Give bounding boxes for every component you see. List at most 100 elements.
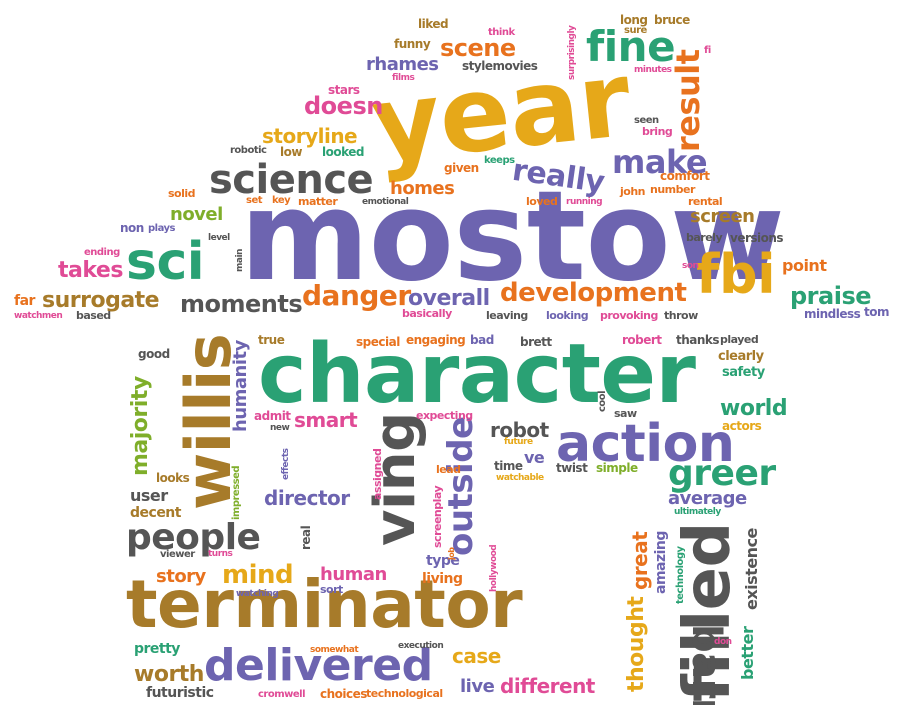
word-seen: seen [634,115,659,126]
word-saw: saw [614,407,637,420]
word-thanks: thanks [676,333,720,347]
word-provoking: provoking [600,309,658,322]
word-played: played [720,333,759,346]
word-safety: safety [722,365,765,380]
word-don: don [714,637,732,647]
word-lead: lead [436,463,461,476]
word-rhames: rhames [366,54,439,75]
word-outside: outside [441,416,481,556]
word-average: average [668,488,747,509]
word-level: level [208,233,230,243]
word-based: based [76,309,111,322]
word-son: son [682,261,699,271]
word-result: result [669,49,707,152]
word-matter: matter [298,195,338,208]
word-non: non [120,221,144,235]
word-simple: simple [596,461,638,475]
word-homes: homes [390,178,455,199]
word-better: better [738,626,757,680]
word-smart: smart [294,408,358,432]
word-different: different [500,674,595,698]
word-fbi: fbi [696,243,776,306]
word-great: great [628,531,652,590]
word-good: good [138,347,170,361]
word-versions: versions [730,231,784,245]
word-director: director [264,486,350,510]
word-think: think [488,27,515,38]
word-long: long [620,13,648,27]
word-brett: brett [520,335,552,349]
word-world: world [720,396,788,421]
word-screenplay: screenplay [431,485,444,548]
word-looking: looking [546,309,589,322]
word-choices: choices [320,687,367,701]
word-sure: sure [624,25,647,36]
word-rental: rental [688,195,723,208]
word-twist: twist [556,461,588,475]
word-type: type [426,553,460,569]
word-actors: actors [722,419,762,433]
word-emotional: emotional [362,197,409,207]
word-ending: ending [84,247,120,258]
word-loved: loved [526,195,558,208]
word-science: science [209,157,374,203]
word-engaging: engaging [406,333,466,347]
word-viewer: viewer [160,549,195,560]
word-minutes: minutes [634,65,672,75]
word-tom: tom [864,305,889,319]
word-majority: majority [128,376,153,476]
word-throw: throw [664,309,698,322]
word-turns: turns [208,549,233,559]
word-leaving: leaving [486,309,528,322]
word-case: case [452,644,501,668]
word-scene: scene [440,34,516,62]
word-main: main [235,249,245,272]
word-greer: greer [668,453,776,494]
word-key: key [272,195,291,206]
word-far: far [14,293,35,309]
word-special: special [356,335,400,349]
word-screen: screen [690,206,755,227]
word-point: point [782,256,827,275]
word-overall: overall [408,286,490,311]
word-number: number [650,183,695,196]
word-worth: worth [134,662,204,687]
word-robotic: robotic [230,145,267,156]
word-stylemovies: stylemovies [462,59,538,73]
word-doesn: doesn [304,92,383,120]
word-assigned: assigned [371,448,384,500]
word-mindless: mindless [804,307,861,321]
word-watchable: watchable [496,473,544,483]
word-basically: basically [402,307,452,320]
word-fine: fine [586,22,676,71]
word-cromwell: cromwell [258,689,306,700]
word-time: time [494,459,523,473]
word-action: action [556,414,735,474]
word-running: running [566,197,603,207]
word-films: films [392,73,415,83]
word-delivered: delivered [204,640,433,691]
word-cool: cool [597,390,608,412]
word-living: living [422,571,463,587]
word-terminator: terminator [126,566,523,643]
word-takes: takes [58,258,123,283]
word-execution: execution [398,641,444,651]
word-bruce: bruce [654,13,690,27]
word-story: story [156,566,206,587]
word-hollywood: hollywood [489,544,499,592]
word-liked: liked [418,17,449,31]
word-people: people [126,517,261,558]
word-bring: bring [642,125,673,138]
word-mind: mind [222,560,294,590]
word-character: character [258,327,696,422]
word-looks: looks [156,471,190,485]
word-sort: sort [320,583,343,596]
word-fi: fi [704,45,711,56]
word-true: true [258,333,285,347]
word-comfort: comfort [660,169,710,183]
word-admit: admit [254,409,291,423]
word-john: john [620,185,646,198]
word-sci: sci [126,232,205,292]
word-somewhat: somewhat [310,645,359,655]
